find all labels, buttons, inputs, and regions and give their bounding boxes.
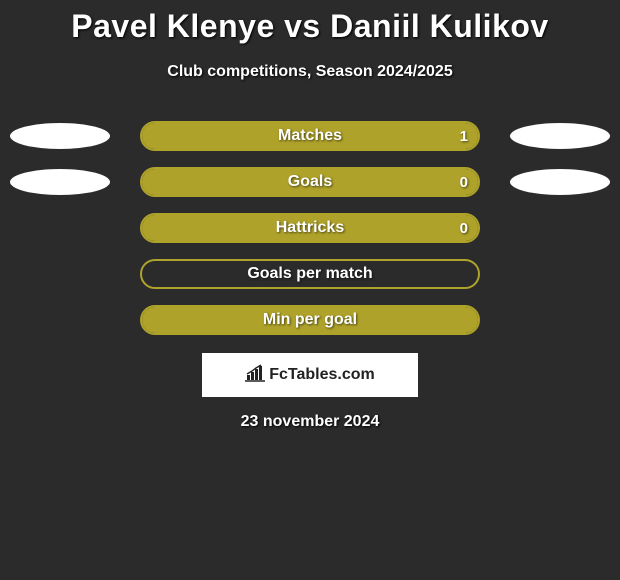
player-left-marker [10, 169, 110, 195]
stat-row: Matches1 [0, 121, 620, 151]
player-right-marker [510, 169, 610, 195]
page-subtitle: Club competitions, Season 2024/2025 [0, 63, 620, 81]
stat-bar: Goals per match [140, 259, 480, 289]
stat-row: Goals0 [0, 167, 620, 197]
stat-bar: Matches1 [140, 121, 480, 151]
stat-row: Min per goal [0, 305, 620, 335]
logo-box: FcTables.com [202, 353, 418, 397]
stat-row: Hattricks0 [0, 213, 620, 243]
logo-text: FcTables.com [269, 366, 375, 384]
stat-label: Goals per match [142, 261, 478, 287]
player-left-marker [10, 123, 110, 149]
stat-label: Hattricks [142, 215, 478, 241]
stat-value-right: 0 [460, 169, 468, 195]
comparison-infographic: Pavel Klenye vs Daniil Kulikov Club comp… [0, 0, 620, 431]
stat-value-right: 1 [460, 123, 468, 149]
stat-value-right: 0 [460, 215, 468, 241]
stat-bar: Goals0 [140, 167, 480, 197]
stat-label: Min per goal [142, 307, 478, 333]
stat-label: Goals [142, 169, 478, 195]
stat-bar: Hattricks0 [140, 213, 480, 243]
player-right-marker [510, 123, 610, 149]
page-title: Pavel Klenye vs Daniil Kulikov [0, 8, 620, 45]
logo: FcTables.com [245, 364, 375, 387]
chart-icon [245, 364, 267, 387]
stat-row: Goals per match [0, 259, 620, 289]
stat-bar: Min per goal [140, 305, 480, 335]
stat-rows: Matches1Goals0Hattricks0Goals per matchM… [0, 121, 620, 335]
stat-label: Matches [142, 123, 478, 149]
date-label: 23 november 2024 [0, 413, 620, 431]
